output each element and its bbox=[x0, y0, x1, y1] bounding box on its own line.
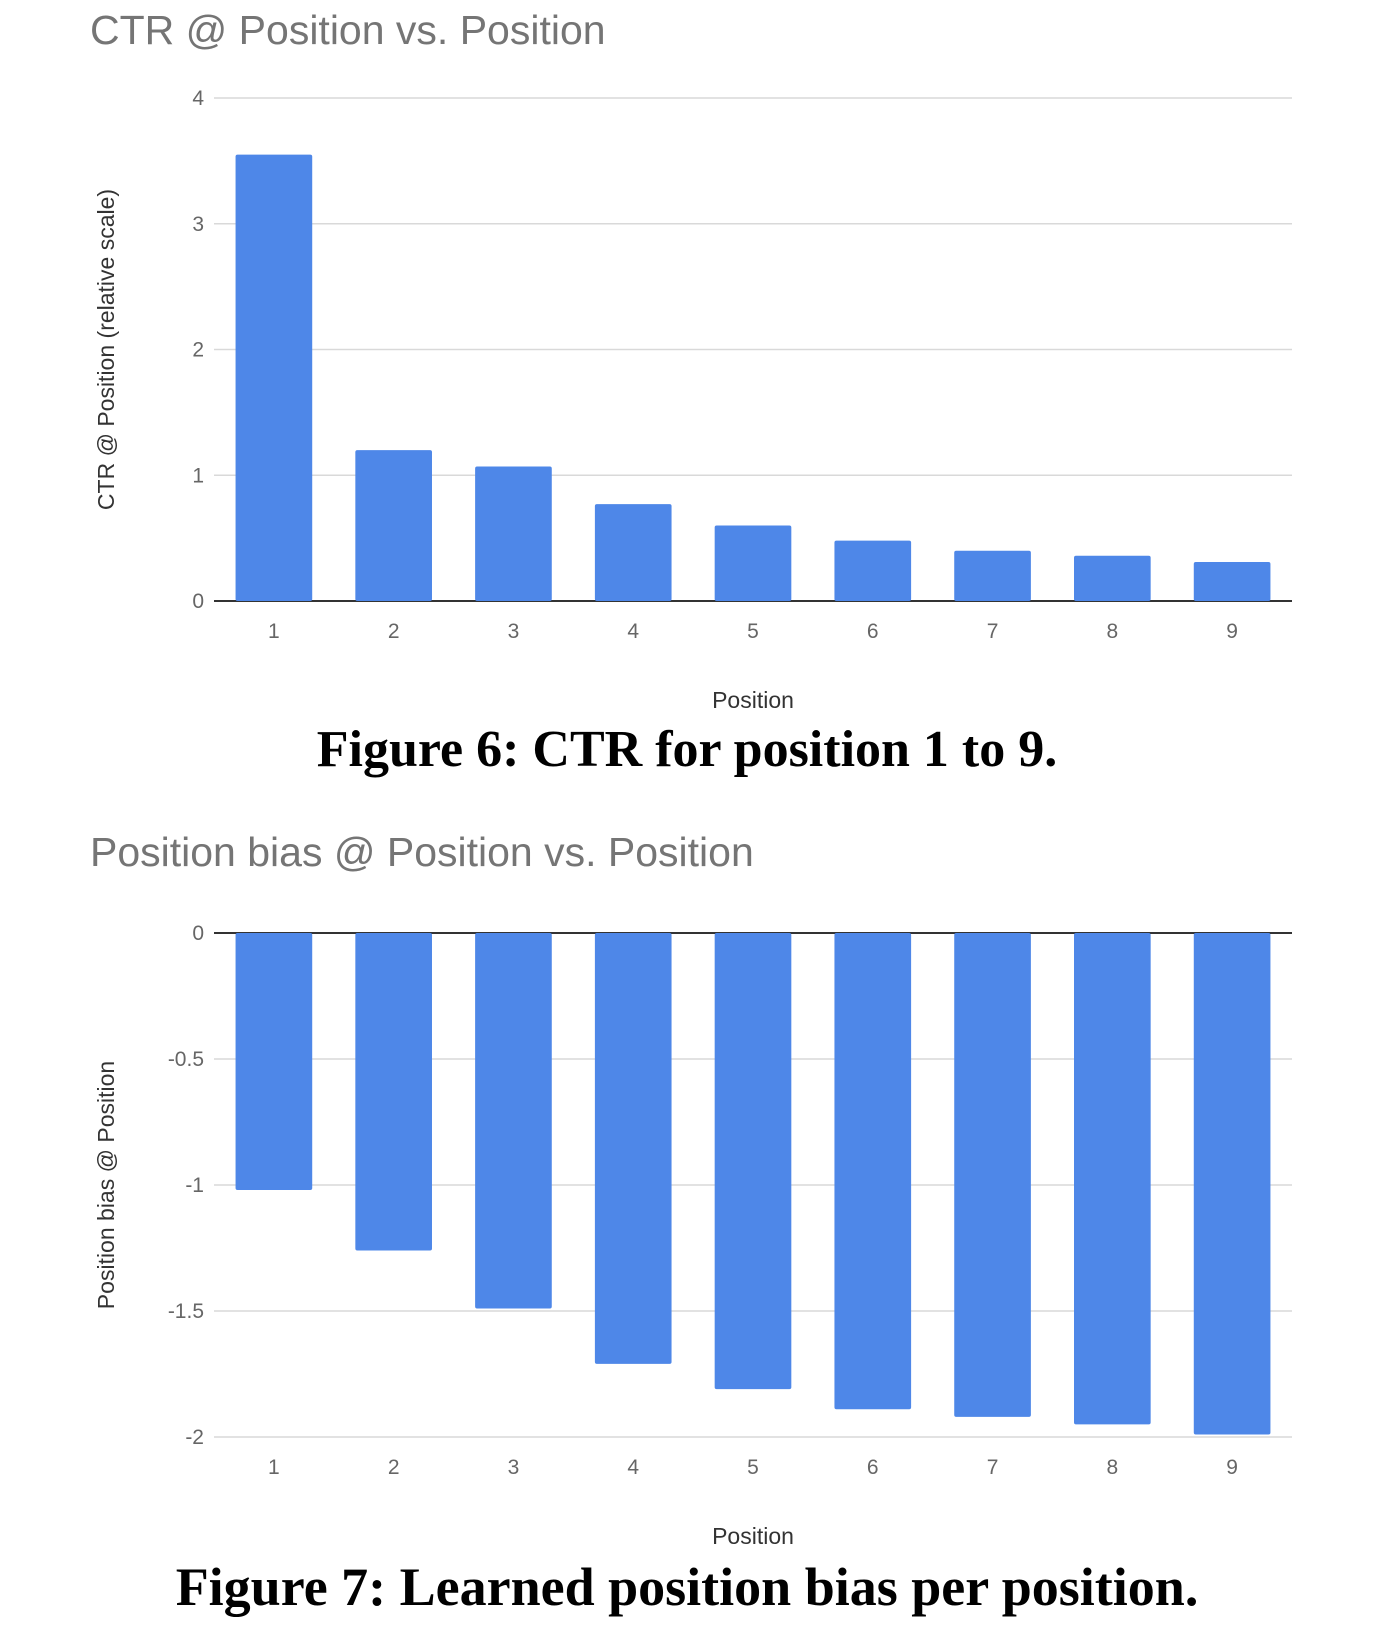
figure-caption: Figure 6: CTR for position 1 to 9. bbox=[316, 721, 1058, 778]
y-tick-label: -1 bbox=[185, 1174, 204, 1197]
x-axis-title: Position bbox=[712, 1523, 794, 1549]
x-axis-title: Position bbox=[712, 687, 794, 713]
y-tick-label: 0 bbox=[192, 922, 204, 945]
figure-6: CTR @ Position vs. Position 0 1 2 3 4 1 2 3 4 5 6 7 8… bbox=[0, 0, 1374, 800]
x-tick-label: 7 bbox=[987, 1456, 999, 1479]
x-tick-label: 6 bbox=[867, 1456, 879, 1479]
x-tick-label: 2 bbox=[388, 1456, 400, 1479]
bar-position-7 bbox=[954, 933, 1031, 1417]
y-axis-title: CTR @ Position (relative scale) bbox=[93, 189, 119, 510]
bar-position-2 bbox=[355, 933, 432, 1251]
x-tick-label: 7 bbox=[987, 620, 999, 643]
x-tick-label: 3 bbox=[508, 620, 520, 643]
bar-position-3 bbox=[475, 466, 552, 601]
x-tick-label: 8 bbox=[1106, 1456, 1118, 1479]
x-tick-label: 6 bbox=[867, 620, 879, 643]
x-tick-label: 5 bbox=[747, 1456, 759, 1479]
bar-position-4 bbox=[594, 504, 672, 601]
x-tick-label: 1 bbox=[268, 1456, 280, 1479]
bar-position-9 bbox=[1193, 933, 1271, 1435]
y-tick-label: -0.5 bbox=[168, 1048, 204, 1071]
chart-title: Position bias @ Position vs. Position bbox=[90, 829, 754, 875]
bar-position-7 bbox=[954, 550, 1031, 601]
y-axis-title: Position bias @ Position bbox=[93, 1061, 119, 1309]
ctr-bar-chart: CTR @ Position vs. Position 0 1 2 3 4 1 2 3 4 5 6 7 8… bbox=[90, 7, 1292, 713]
position-bias-bar-chart: Position bias @ Position vs. Position -2 -… bbox=[90, 829, 1292, 1549]
bar-position-1 bbox=[235, 933, 313, 1191]
x-tick-label: 3 bbox=[508, 1456, 520, 1479]
x-tick-label: 9 bbox=[1226, 1456, 1238, 1479]
bar-position-3 bbox=[475, 933, 552, 1309]
bar-position-5 bbox=[714, 933, 792, 1390]
bar-position-5 bbox=[714, 525, 792, 601]
bar-position-4 bbox=[594, 933, 672, 1364]
y-tick-label: -1.5 bbox=[168, 1300, 204, 1323]
y-tick-label: 3 bbox=[192, 213, 204, 236]
bar-position-8 bbox=[1074, 933, 1151, 1425]
y-tick-label: 2 bbox=[192, 339, 204, 362]
y-tick-label: 0 bbox=[192, 590, 204, 613]
figure-7: Position bias @ Position vs. Position -2 -… bbox=[0, 820, 1374, 1630]
x-tick-label: 5 bbox=[747, 620, 759, 643]
y-tick-label: 1 bbox=[192, 464, 204, 487]
x-tick-label: 4 bbox=[627, 620, 639, 643]
figure-caption: Figure 7: Learned position bias per posi… bbox=[175, 1557, 1199, 1617]
x-tick-label: 9 bbox=[1226, 620, 1238, 643]
bar-position-8 bbox=[1074, 555, 1151, 601]
y-tick-label: 4 bbox=[192, 87, 204, 110]
x-tick-label: 4 bbox=[627, 1456, 639, 1479]
chart-title: CTR @ Position vs. Position bbox=[90, 7, 606, 53]
x-tick-label: 1 bbox=[268, 620, 280, 643]
x-tick-label: 2 bbox=[388, 620, 400, 643]
bar-position-6 bbox=[834, 540, 912, 601]
bar-position-1 bbox=[235, 154, 313, 601]
bar-position-2 bbox=[355, 450, 432, 601]
y-tick-label: -2 bbox=[185, 1426, 204, 1449]
x-tick-label: 8 bbox=[1106, 620, 1118, 643]
bar-position-6 bbox=[834, 933, 912, 1410]
bar-position-9 bbox=[1193, 562, 1271, 601]
